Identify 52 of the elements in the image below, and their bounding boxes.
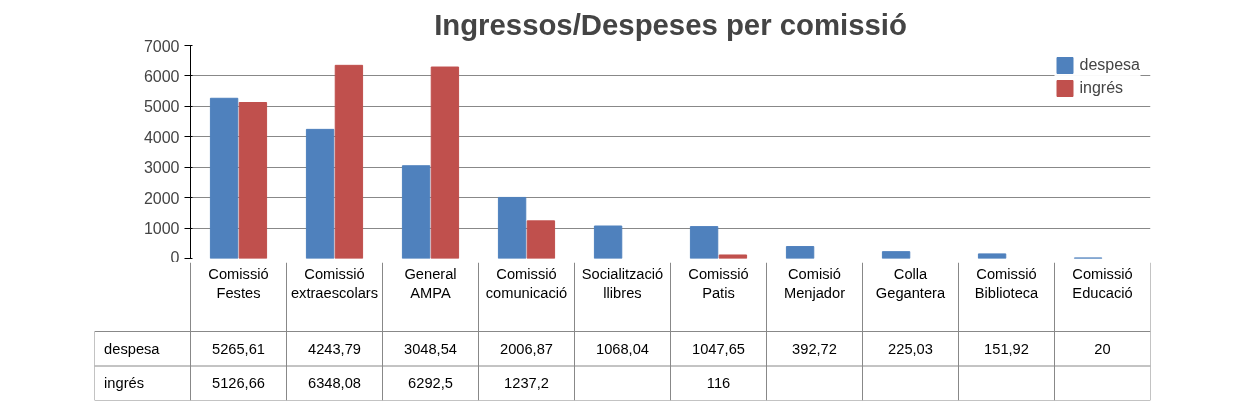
legend-label: ingrés [1079, 79, 1124, 97]
bar [689, 226, 719, 259]
bar [305, 128, 335, 259]
bar [430, 66, 460, 259]
text: ingrés [104, 375, 145, 392]
y-tick-label: 3000 [143, 159, 180, 177]
data-label: 4243,79 [308, 340, 361, 357]
bar [785, 246, 815, 259]
data-label: 392,72 [792, 340, 837, 357]
y-tick-label: 5000 [143, 98, 180, 116]
bar [977, 253, 1007, 259]
bar [497, 196, 527, 259]
legend-label: despesa [1079, 56, 1140, 74]
x-tick-label: Socialització llibres [581, 265, 664, 302]
x-tick-label: General AMPA [404, 265, 457, 302]
bar [526, 220, 556, 259]
data-label: 116 [706, 375, 731, 392]
bar [881, 251, 911, 259]
data-label: 1237,2 [504, 375, 549, 392]
bar [238, 102, 268, 259]
text: despesa [104, 340, 160, 357]
data-label: 3048,54 [404, 340, 457, 357]
data-label: 225,03 [888, 340, 933, 357]
data-label: 2006,87 [500, 340, 553, 357]
x-tick-label: Comissió Patis [688, 265, 749, 302]
y-tick-label: 0 [170, 248, 180, 266]
y-tick-label: 6000 [143, 67, 180, 85]
x-tick-label: Comissió comunicació [485, 265, 568, 302]
data-label: 5265,61 [212, 340, 265, 357]
y-tick-label: 7000 [143, 37, 180, 55]
data-label: 5126,66 [212, 375, 265, 392]
data-label: 151,92 [984, 340, 1029, 357]
x-tick-label: Comissió Biblioteca [974, 265, 1040, 302]
x-tick-label: Colla Gegantera [875, 265, 946, 302]
data-label: 20 [1094, 340, 1111, 357]
x-tick-label: Comisió Menjador [783, 265, 846, 302]
data-label: 6292,5 [408, 375, 453, 392]
bar [401, 165, 431, 259]
bar [209, 97, 239, 259]
y-tick-label: 2000 [143, 189, 180, 207]
x-tick-label: Comissió extraescolars [290, 265, 379, 302]
data-label: 1068,04 [596, 340, 649, 357]
y-tick-label: 1000 [143, 220, 180, 238]
chart-title: Ingressos/Despeses per comissió [434, 7, 907, 41]
x-tick-label: Comissió Educació [1072, 265, 1133, 302]
x-tick-label: Comissió Festes [208, 265, 269, 302]
bar [718, 254, 748, 259]
data-label: 1047,65 [692, 340, 745, 357]
bar [593, 225, 623, 259]
bar [334, 64, 364, 259]
y-tick-label: 4000 [143, 128, 180, 146]
data-label: 6348,08 [308, 375, 361, 392]
